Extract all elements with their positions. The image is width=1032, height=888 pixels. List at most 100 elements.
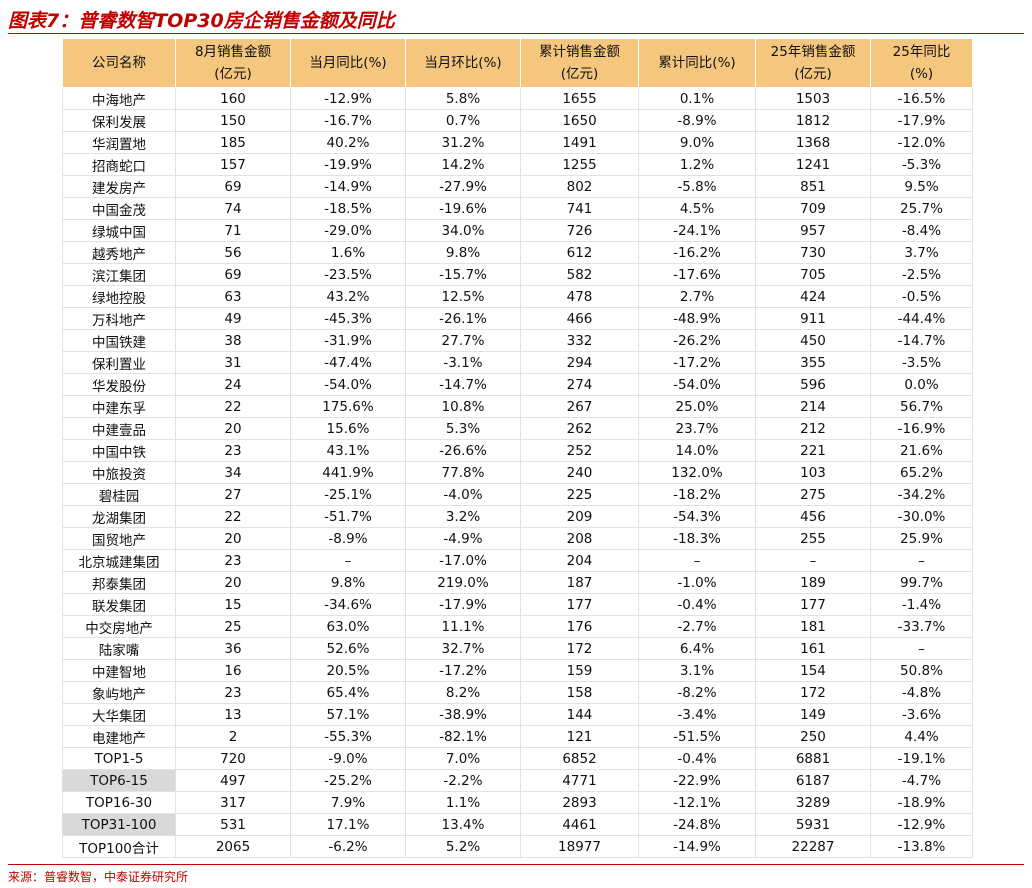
table-cell: -19.1% xyxy=(870,747,973,770)
cell-text: 23.7% xyxy=(675,420,719,437)
table-cell: 1.6% xyxy=(290,241,406,264)
cell-text: -82.1% xyxy=(439,728,487,745)
cell-text: 20 xyxy=(224,574,242,591)
table-cell: 160 xyxy=(175,87,291,110)
table-cell: -26.6% xyxy=(405,439,521,462)
cell-text: 221 xyxy=(800,442,826,459)
table-cell: 25 xyxy=(175,615,291,638)
table-cell: 中国金茂 xyxy=(62,197,176,220)
cell-text: 212 xyxy=(800,420,826,437)
cell-text: -34.6% xyxy=(324,596,372,613)
table-row: 电建地产 2 -55.3% -82.1% 121 -51.5% 250 4.4% xyxy=(62,725,973,748)
table-cell: 24 xyxy=(175,373,291,396)
table-cell: 185 xyxy=(175,131,291,154)
table-cell: 保利发展 xyxy=(62,109,176,132)
cell-text: 172 xyxy=(800,684,826,701)
table-cell: -44.4% xyxy=(870,307,973,330)
table-cell: 碧桂园 xyxy=(62,483,176,506)
cell-text: -54.0% xyxy=(673,376,721,393)
cell-text: 176 xyxy=(566,618,593,635)
table-cell: -0.4% xyxy=(638,747,756,770)
cell-text: 20 xyxy=(224,420,242,437)
table-cell: 175.6% xyxy=(290,395,406,418)
cell-text: 大华集团 xyxy=(92,708,146,725)
cell-text: 43.1% xyxy=(326,442,370,459)
table-cell: -55.3% xyxy=(290,725,406,748)
cell-text: 保利置业 xyxy=(92,356,146,373)
table-cell: 9.5% xyxy=(870,175,973,198)
cell-text: 705 xyxy=(800,266,826,283)
cell-text: -47.4% xyxy=(324,354,372,371)
cell-text: 187 xyxy=(566,574,593,591)
table-cell: 20 xyxy=(175,417,291,440)
cell-text: 联发集团 xyxy=(92,598,146,615)
cell-text: -51.7% xyxy=(324,508,372,525)
cell-text: TOP100合计 xyxy=(79,840,159,857)
cell-text: -17.9% xyxy=(439,596,487,613)
table-cell: – xyxy=(870,549,973,572)
cell-text: 龙湖集团 xyxy=(92,510,146,527)
cell-text: 741 xyxy=(566,200,593,217)
table-cell: 212 xyxy=(755,417,871,440)
cell-text: 63.0% xyxy=(326,618,370,635)
cell-text: TOP6-15 xyxy=(90,772,148,789)
table-cell: 450 xyxy=(755,329,871,352)
table-cell: -82.1% xyxy=(405,725,521,748)
table-cell: 31.2% xyxy=(405,131,521,154)
table-cell: 1655 xyxy=(520,87,639,110)
table-cell: 中建壹品 xyxy=(62,417,176,440)
table-row: TOP6-15 497 -25.2% -2.2% 4771 -22.9% 6187 -4.7% xyxy=(62,769,973,792)
cell-text: 582 xyxy=(566,266,593,283)
cell-text: -26.6% xyxy=(439,442,487,459)
cell-text: -54.3% xyxy=(673,508,721,525)
table-cell: 957 xyxy=(755,219,871,242)
table-cell: 441.9% xyxy=(290,461,406,484)
cell-text: 274 xyxy=(566,376,593,393)
cell-text: 中国中铁 xyxy=(92,444,146,461)
table-cell: 34 xyxy=(175,461,291,484)
table-row: 建发房产 69 -14.9% -27.9% 802 -5.8% 851 9.5% xyxy=(62,175,973,198)
table-cell: 424 xyxy=(755,285,871,308)
cell-text: 9.8% xyxy=(445,244,481,261)
table-cell: 2893 xyxy=(520,791,639,814)
cell-text: 12.5% xyxy=(441,288,485,305)
table-cell: 225 xyxy=(520,483,639,506)
header-text: 累计同比(%) xyxy=(658,55,736,71)
cell-text: 17.1% xyxy=(326,816,370,833)
table-cell: 0.1% xyxy=(638,87,756,110)
cell-text: 中交房地产 xyxy=(85,620,153,637)
cell-text: -2.7% xyxy=(677,618,717,635)
table-cell: 103 xyxy=(755,461,871,484)
cell-text: -3.6% xyxy=(901,706,942,723)
cell-text: 209 xyxy=(566,508,593,525)
cell-text: 5.8% xyxy=(445,90,481,107)
table-cell: -33.7% xyxy=(870,615,973,638)
table-cell: 1255 xyxy=(520,153,639,176)
table-cell: -12.9% xyxy=(870,813,973,836)
table-cell: 22 xyxy=(175,395,291,418)
table-cell: 保利置业 xyxy=(62,351,176,374)
table-row: 滨江集团 69 -23.5% -15.7% 582 -17.6% 705 -2.5% xyxy=(62,263,973,286)
table-row: 中国中铁 23 43.1% -26.6% 252 14.0% 221 21.6% xyxy=(62,439,973,462)
table-row: 龙湖集团 22 -51.7% 3.2% 209 -54.3% 456 -30.0% xyxy=(62,505,973,528)
table-cell: – xyxy=(638,549,756,572)
table-cell: 172 xyxy=(755,681,871,704)
table-cell: 招商蛇口 xyxy=(62,153,176,176)
table-cell: 龙湖集团 xyxy=(62,505,176,528)
cell-text: -17.6% xyxy=(673,266,721,283)
table-cell: 22 xyxy=(175,505,291,528)
cell-text: 3.1% xyxy=(679,662,715,679)
cell-text: 596 xyxy=(800,376,826,393)
cell-text: 4.5% xyxy=(679,200,715,217)
cell-text: 6187 xyxy=(795,772,831,789)
table-cell: -54.0% xyxy=(638,373,756,396)
table-cell: -4.0% xyxy=(405,483,521,506)
header-cell: 累计同比(%) xyxy=(638,38,756,88)
table-cell: 204 xyxy=(520,549,639,572)
table-cell: 741 xyxy=(520,197,639,220)
table-cell: -6.2% xyxy=(290,835,406,858)
table-cell: 中交房地产 xyxy=(62,615,176,638)
cell-text: 23 xyxy=(224,552,242,569)
table-cell: 15.6% xyxy=(290,417,406,440)
cell-text: 中建智地 xyxy=(92,664,146,681)
